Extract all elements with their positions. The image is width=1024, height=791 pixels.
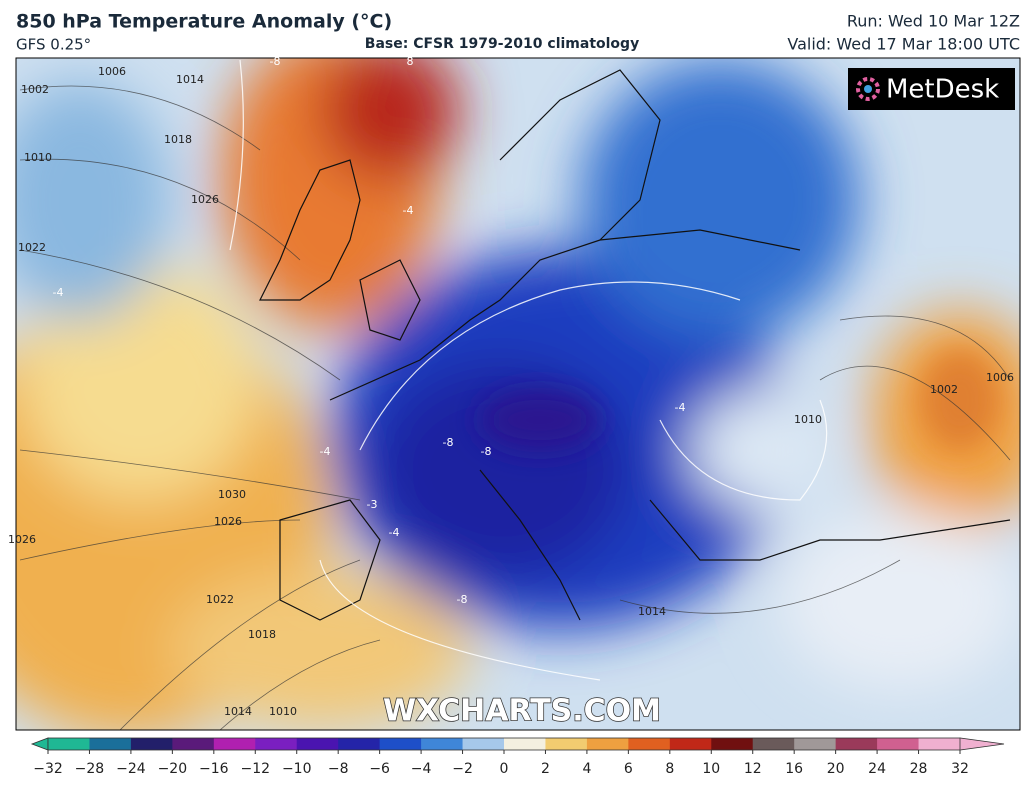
contour-label: 1006 xyxy=(986,371,1014,384)
map-labels: 1002 1006 1014 1010 1018 1026 1022 1030 1026 1022… xyxy=(8,55,1014,718)
contour-label: -4 xyxy=(389,526,400,539)
colorbar-tick-label: −24 xyxy=(116,761,146,777)
contour-label: -4 xyxy=(53,286,64,299)
colorbar-segment xyxy=(89,738,132,750)
valid: Valid: Wed 17 Mar 18:00 UTC xyxy=(787,35,1020,54)
colorbar-segment xyxy=(835,738,878,750)
colorbar-right-arrow xyxy=(959,737,1005,751)
map-frame xyxy=(15,57,1021,731)
contour-label: 1014 xyxy=(638,605,666,618)
contour-label: 1006 xyxy=(98,65,126,78)
colorbar-segment xyxy=(669,738,712,750)
colorbar-tick-label: 24 xyxy=(868,761,886,777)
colorbar-tick-label: 8 xyxy=(665,761,674,777)
colorbar-segment xyxy=(628,738,671,750)
contour-label: -4 xyxy=(675,401,686,414)
contour-label: 1022 xyxy=(18,241,46,254)
title: 850 hPa Temperature Anomaly (°C) xyxy=(16,11,392,33)
colorbar-tick-label: 6 xyxy=(624,761,633,777)
contour-label: 1010 xyxy=(24,151,52,164)
contour-label: 1002 xyxy=(930,383,958,396)
colorbar-segment xyxy=(379,738,422,750)
colorbar-tick-label: −20 xyxy=(158,761,188,777)
logo: MetDesk xyxy=(848,68,1015,110)
colorbar-tick-label: 2 xyxy=(541,761,550,777)
colorbar-tick-label: 10 xyxy=(702,761,720,777)
colorbar-tick-label: −4 xyxy=(411,761,432,777)
colorbar-tick-label: 16 xyxy=(785,761,803,777)
colorbar-tick-label: −12 xyxy=(240,761,270,777)
contour-label: 1026 xyxy=(8,533,36,546)
contour-label: 1014 xyxy=(224,705,252,718)
colorbar-segment xyxy=(752,738,795,750)
colorbar-segment xyxy=(213,738,256,750)
colorbar-tick-label: 32 xyxy=(951,761,969,777)
colorbar-segment xyxy=(421,738,464,750)
colorbar-segment xyxy=(586,738,629,750)
contour-label: 1030 xyxy=(218,488,246,501)
colorbar-segment xyxy=(48,738,90,750)
colorbar-segment xyxy=(130,738,173,750)
contour-label: 1022 xyxy=(206,593,234,606)
contour-label: 1018 xyxy=(248,628,276,641)
colorbar-segment xyxy=(877,738,920,750)
watermark: WXCHARTS.COM xyxy=(383,694,661,729)
contour-label: -4 xyxy=(403,204,414,217)
colorbar-tick-label: −6 xyxy=(369,761,390,777)
contour-label: 1014 xyxy=(176,73,204,86)
colorbar-segment xyxy=(172,738,215,750)
contour-label: 8 xyxy=(407,55,414,68)
colorbar-tick-label: −28 xyxy=(75,761,105,777)
colorbar-tick-label: 28 xyxy=(910,761,928,777)
colorbar: −32 −28 −24 −20 −16 −12 −10 −8 −6 −4 −2 0 2 4 6 8 10 12 16… xyxy=(30,737,1005,777)
colorbar-segment xyxy=(255,738,298,750)
colorbar-tick-label: −32 xyxy=(33,761,63,777)
colorbar-tick-label: −2 xyxy=(452,761,473,777)
contour-label: -8 xyxy=(481,445,492,458)
colorbar-segment xyxy=(545,738,588,750)
colorbar-segment xyxy=(462,738,505,750)
contour-label: 1026 xyxy=(214,515,242,528)
colorbar-tick-label: 0 xyxy=(500,761,509,777)
colorbar-tick-label: 12 xyxy=(744,761,762,777)
colorbar-tick-label: 4 xyxy=(582,761,591,777)
logo-text: MetDesk xyxy=(886,75,999,105)
contour-label: 1018 xyxy=(164,133,192,146)
colorbar-tick-label: −16 xyxy=(199,761,229,777)
contour-label: -8 xyxy=(270,55,281,68)
run: Run: Wed 10 Mar 12Z xyxy=(847,12,1020,31)
colorbar-left-arrow xyxy=(30,737,49,751)
map xyxy=(16,58,1020,730)
model: GFS 0.25° xyxy=(16,36,91,54)
contour-label: 1002 xyxy=(21,83,49,96)
contour-label: -4 xyxy=(320,445,331,458)
contour-label: 1026 xyxy=(191,193,219,206)
contour-label: -8 xyxy=(457,593,468,606)
contour-label: 1010 xyxy=(794,413,822,426)
colorbar-segment xyxy=(794,738,837,750)
contour-label: -3 xyxy=(367,498,378,511)
colorbar-segment xyxy=(504,738,546,750)
colorbar-tick-label: −10 xyxy=(282,761,312,777)
colorbar-tick-label: −8 xyxy=(328,761,349,777)
colorbar-segment xyxy=(711,738,754,750)
base: Base: CFSR 1979-2010 climatology xyxy=(365,36,639,52)
contour-label: -8 xyxy=(443,436,454,449)
contour-label: 1010 xyxy=(269,705,297,718)
colorbar-tick-label: 20 xyxy=(827,761,845,777)
colorbar-segment xyxy=(296,738,339,750)
colorbar-segment xyxy=(918,738,961,750)
colorbar-segment xyxy=(338,738,381,750)
